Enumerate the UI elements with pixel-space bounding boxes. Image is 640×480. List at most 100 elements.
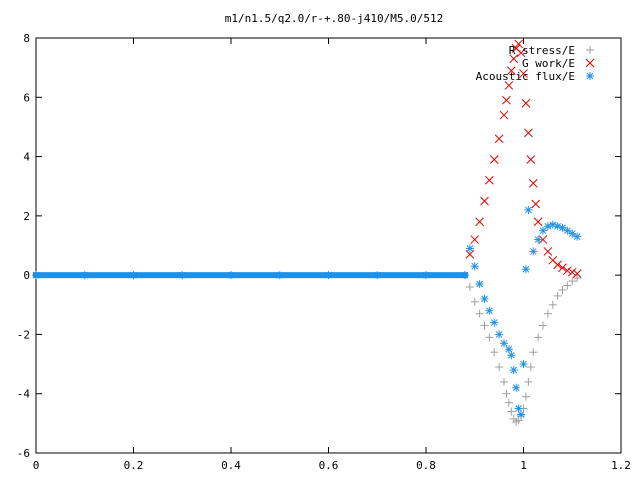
- data-point: [500, 377, 508, 386]
- data-point: [324, 271, 333, 280]
- data-point: [495, 330, 504, 339]
- data-point: [465, 244, 474, 253]
- data-point: [524, 128, 533, 138]
- data-point: [543, 309, 552, 318]
- plot-frame: [35, 37, 622, 454]
- data-point: [521, 98, 531, 108]
- data-point: [485, 333, 494, 342]
- data-point: [475, 280, 484, 289]
- legend-label: Acoustic flux/E: [476, 70, 575, 83]
- data-point: [572, 269, 582, 279]
- data-point: [475, 217, 484, 227]
- data-point: [129, 271, 138, 280]
- data-point: [521, 392, 530, 401]
- legend-label: R stress/E: [509, 44, 575, 57]
- data-point: [275, 271, 284, 280]
- data-point: [568, 277, 577, 286]
- data-point: [539, 321, 547, 330]
- data-point: [528, 178, 538, 188]
- data-point: [514, 39, 523, 49]
- data-point: [512, 383, 521, 392]
- data-point: [227, 271, 235, 280]
- data-point: [475, 309, 484, 318]
- x-tick-label: 0.8: [416, 459, 436, 472]
- y-tick-label: -4: [17, 388, 31, 401]
- data-point: [485, 175, 494, 185]
- data-point: [533, 217, 543, 227]
- data-point: [558, 223, 567, 232]
- data-point: [495, 363, 504, 372]
- data-marks: [32, 39, 582, 426]
- data-point: [548, 300, 557, 309]
- data-point: [517, 410, 526, 419]
- data-point: [480, 196, 489, 206]
- y-tick-label: 6: [23, 91, 30, 104]
- data-point: [534, 333, 543, 342]
- data-point: [516, 48, 526, 58]
- data-point: [543, 247, 553, 256]
- data-point: [470, 235, 480, 244]
- data-point: [563, 226, 572, 235]
- data-point: [563, 281, 572, 290]
- legend-marker: [586, 46, 594, 54]
- chart-title: m1/n1.5/q2.0/r-+.80-j410/M5.0/512: [225, 12, 444, 25]
- baseline-band: [33, 272, 468, 279]
- data-point: [485, 306, 494, 315]
- x-tick-label: 0.6: [319, 459, 339, 472]
- data-point: [524, 205, 533, 214]
- data-point: [80, 271, 89, 280]
- legend-marker: [585, 58, 595, 68]
- data-point: [504, 398, 513, 407]
- y-tick-label: -2: [17, 328, 30, 341]
- data-point: [526, 363, 535, 372]
- data-point: [553, 222, 562, 231]
- data-point: [489, 155, 499, 164]
- y-tick-label: 0: [23, 269, 30, 282]
- data-point: [567, 267, 577, 277]
- y-tick-label: 8: [23, 32, 30, 45]
- data-point: [178, 271, 187, 280]
- data-point: [373, 271, 382, 280]
- data-point: [507, 407, 516, 416]
- data-point: [548, 220, 557, 229]
- data-point: [553, 291, 562, 300]
- data-point: [531, 199, 541, 209]
- data-point: [32, 271, 40, 280]
- data-point: [504, 345, 513, 354]
- x-tick-label: 1.2: [611, 459, 631, 472]
- data-point: [526, 155, 536, 164]
- data-point: [529, 348, 538, 357]
- y-tick-label: 4: [23, 151, 30, 164]
- series-2: [465, 39, 582, 279]
- data-point: [507, 351, 516, 360]
- data-point: [553, 260, 562, 270]
- data-point: [543, 222, 552, 231]
- data-point: [506, 66, 516, 75]
- data-point: [514, 416, 523, 425]
- axis-ticks: 0 0.2 0.4 0.6 0.8 1 1.2 -6 -4 -2 0 2 4 6 8: [17, 32, 631, 472]
- data-point: [470, 297, 479, 306]
- data-point: [490, 348, 499, 357]
- data-point: [524, 377, 533, 386]
- data-point: [490, 318, 499, 327]
- x-tick-label: 0: [33, 459, 40, 472]
- data-point: [573, 274, 582, 283]
- data-point: [502, 95, 511, 105]
- data-point: [519, 69, 528, 78]
- data-point: [563, 266, 572, 276]
- data-point: [504, 81, 514, 90]
- legend-marker: [586, 72, 594, 80]
- data-point: [521, 265, 530, 274]
- data-point: [509, 366, 518, 374]
- data-point: [470, 262, 479, 271]
- data-point: [499, 110, 509, 120]
- data-point: [529, 247, 538, 256]
- data-point: [573, 232, 582, 241]
- data-point: [558, 263, 567, 273]
- data-point: [480, 321, 489, 330]
- data-point: [461, 271, 469, 280]
- data-point: [502, 389, 511, 398]
- legend-label: G work/E: [522, 57, 575, 70]
